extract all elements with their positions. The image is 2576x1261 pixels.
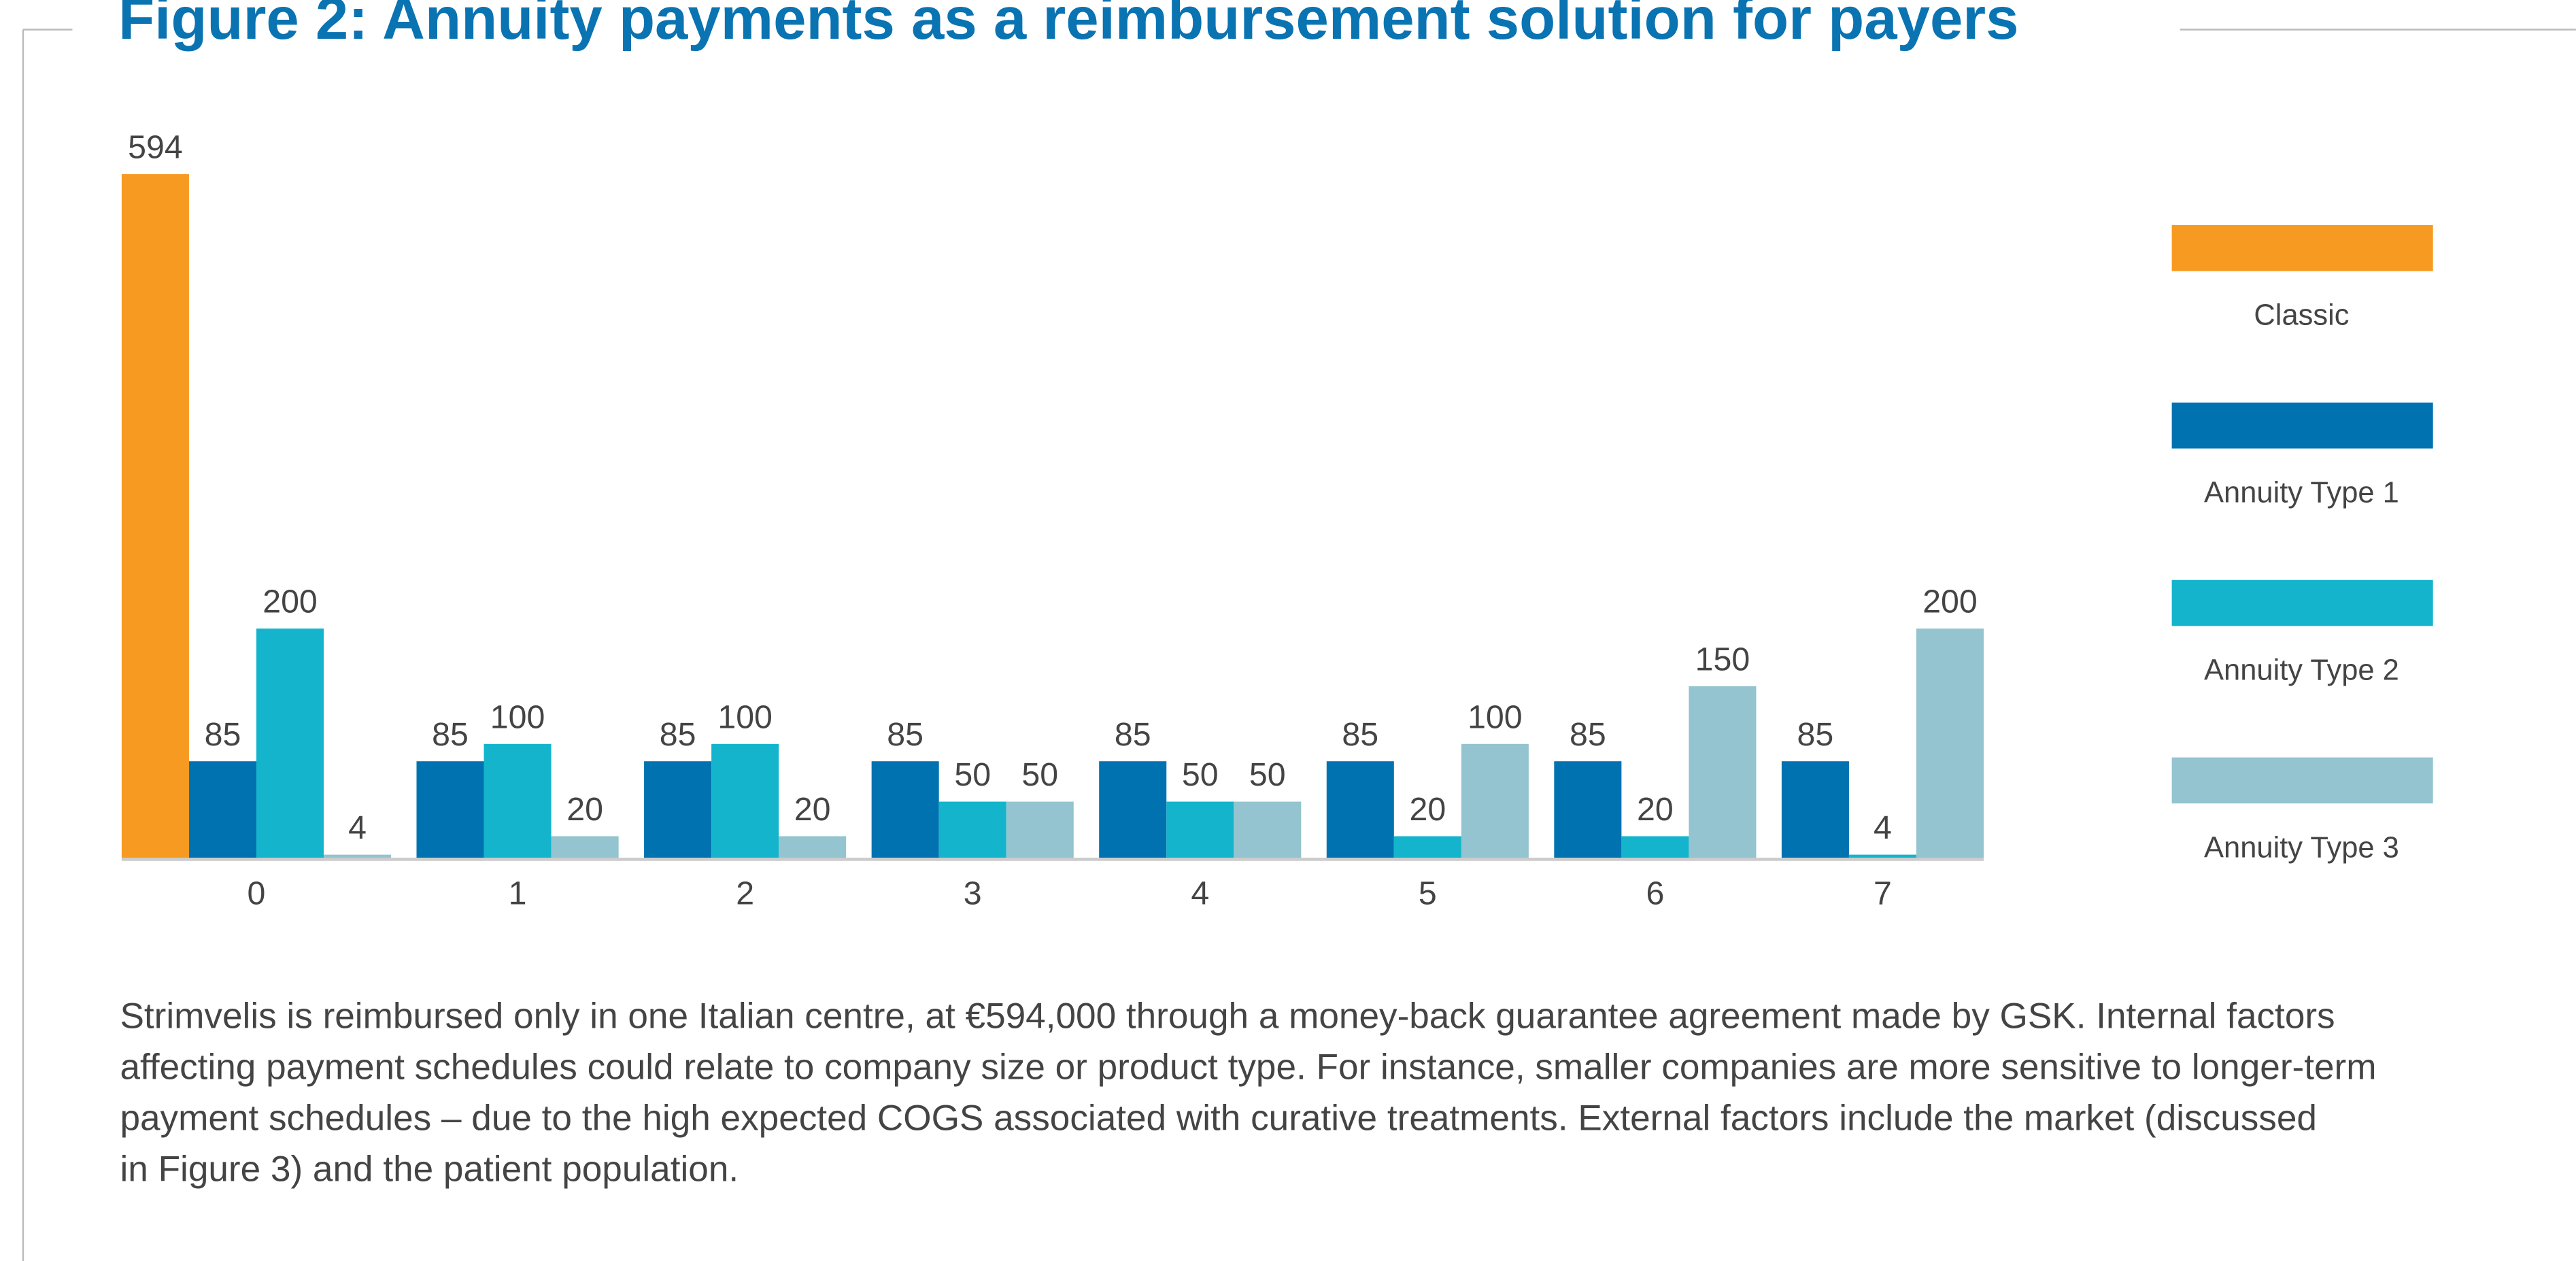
bar — [1781, 761, 1849, 860]
value-label: 50 — [954, 756, 991, 793]
value-label: 85 — [660, 716, 696, 753]
bar — [938, 801, 1006, 860]
value-label: 100 — [490, 699, 545, 735]
bar — [1006, 801, 1074, 860]
bar — [551, 836, 619, 860]
bar — [256, 628, 324, 860]
bar — [1689, 686, 1757, 860]
value-label: 85 — [432, 716, 469, 753]
value-label: 4 — [1874, 809, 1892, 846]
x-tick-label: 7 — [1874, 875, 1892, 911]
caption-line: in Figure 3) and the patient population. — [120, 1149, 739, 1189]
bar — [1848, 854, 1916, 860]
bar — [324, 854, 392, 860]
bar — [1326, 761, 1394, 860]
caption-line: affecting payment schedules could relate… — [120, 1047, 2376, 1088]
bar — [1621, 836, 1689, 860]
bar — [1461, 743, 1529, 860]
bar — [644, 761, 712, 860]
value-label: 85 — [1797, 716, 1834, 753]
bar — [871, 761, 939, 860]
caption-line: Strimvelis is reimbursed only in one Ita… — [120, 996, 2335, 1037]
value-label: 20 — [1409, 791, 1446, 828]
bar — [1554, 761, 1622, 860]
value-label: 200 — [1922, 584, 1978, 620]
x-tick-label: 1 — [509, 875, 527, 911]
value-label: 20 — [1637, 791, 1674, 828]
legend-label: Annuity Type 3 — [2204, 831, 2399, 864]
value-label: 85 — [1115, 716, 1151, 753]
value-label: 20 — [794, 791, 831, 828]
x-tick-label: 0 — [248, 875, 266, 911]
x-tick-label: 4 — [1191, 875, 1209, 911]
legend-swatch — [2171, 579, 2433, 626]
legend-swatch — [2171, 402, 2433, 449]
bar — [121, 174, 189, 860]
bar — [1166, 801, 1234, 860]
value-label: 150 — [1695, 641, 1750, 678]
x-tick-label: 6 — [1646, 875, 1664, 911]
value-label: 594 — [128, 129, 183, 166]
bar — [779, 836, 847, 860]
bar — [484, 743, 552, 860]
bar — [416, 761, 484, 860]
value-label: 20 — [566, 791, 603, 828]
value-label: 100 — [1468, 699, 1523, 735]
legend-label: Annuity Type 2 — [2204, 654, 2399, 686]
value-label: 85 — [1342, 716, 1378, 753]
value-label: 4 — [348, 809, 367, 846]
value-label: 50 — [1182, 756, 1219, 793]
caption-line: payment schedules – due to the high expe… — [120, 1098, 2316, 1138]
value-label: 100 — [717, 699, 773, 735]
value-label: 50 — [1021, 756, 1058, 793]
bar — [711, 743, 779, 860]
x-tick-label: 2 — [736, 875, 754, 911]
x-tick-label: 3 — [964, 875, 982, 911]
legend-swatch — [2171, 224, 2433, 271]
bar — [188, 761, 256, 860]
bar — [1234, 801, 1302, 860]
value-label: 85 — [205, 716, 241, 753]
value-label: 50 — [1249, 756, 1286, 793]
x-tick-label: 5 — [1419, 875, 1437, 911]
bar — [1393, 836, 1461, 860]
value-label: 85 — [1570, 716, 1606, 753]
bar — [1099, 761, 1167, 860]
value-label: 85 — [887, 716, 923, 753]
bar — [1916, 628, 1984, 860]
legend-label: Annuity Type 1 — [2204, 477, 2399, 509]
legend-label: Classic — [2254, 299, 2349, 332]
value-label: 200 — [262, 584, 318, 620]
chart-title: Figure 2: Annuity payments as a reimburs… — [118, 0, 2018, 52]
legend-swatch — [2171, 757, 2433, 804]
